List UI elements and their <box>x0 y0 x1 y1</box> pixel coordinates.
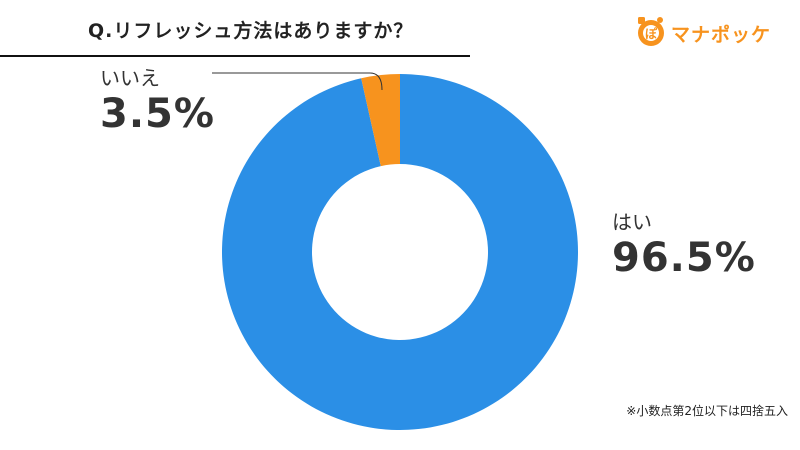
leader-line-curve <box>369 72 383 91</box>
slice-name-no: いいえ <box>100 66 160 90</box>
slice-label-yes: はい 96.5% <box>612 206 756 281</box>
title-underline <box>0 55 470 57</box>
brand-name: マナポッケ <box>671 24 772 46</box>
footnote: ※小数点第2位以下は四捨五入 <box>626 404 788 418</box>
chart-title: Q.リフレッシュ方法はありますか？ <box>88 20 414 42</box>
brand-glyph: ぽ <box>645 26 658 41</box>
brand-icon: ぽ <box>638 17 664 46</box>
slice-name-yes: はい <box>612 210 652 234</box>
donut-slice-no <box>361 74 400 167</box>
brand-logo: ぽ マナポッケ <box>633 14 770 50</box>
slice-value-yes: 96.5% <box>612 235 756 281</box>
donut-slice-yes <box>222 74 579 430</box>
slice-value-no: 3.5% <box>100 91 215 137</box>
slice-label-no: いいえ 3.5% <box>100 62 215 137</box>
